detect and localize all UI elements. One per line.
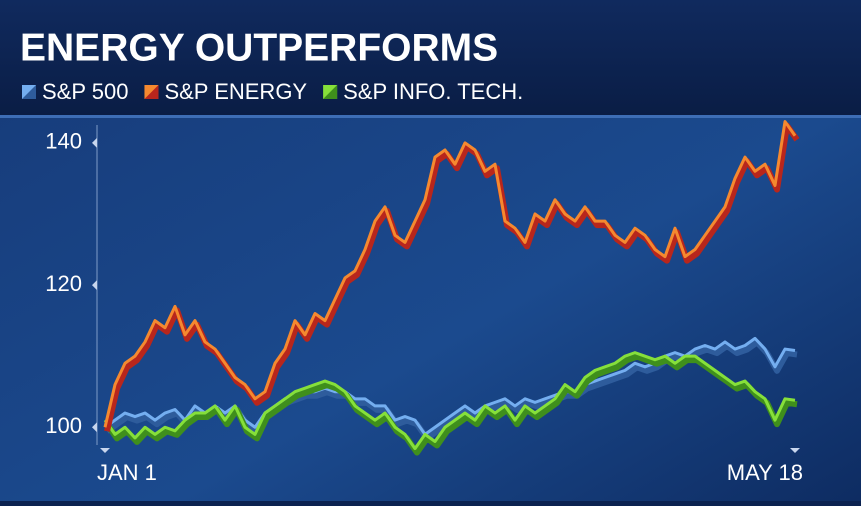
x-tick (790, 448, 800, 453)
header-rule (0, 115, 861, 118)
chart-title: ENERGY OUTPERFORMS (20, 26, 498, 69)
legend-label: S&P ENERGY (164, 79, 307, 104)
x-tick-label: JAN 1 (97, 460, 157, 485)
x-tick (100, 448, 110, 453)
legend-swatch-shade (144, 85, 159, 99)
legend-label: S&P 500 (42, 79, 128, 104)
header (0, 0, 861, 115)
x-tick-label: MAY 18 (727, 460, 803, 485)
y-tick-label: 120 (45, 271, 82, 296)
y-tick (92, 422, 97, 433)
y-tick (92, 137, 97, 148)
y-tick-label: 100 (45, 413, 82, 438)
line (103, 351, 796, 451)
legend: S&P 500 S&P ENERGY S&P INFO. TECH. (22, 79, 523, 104)
y-tick-label: 140 (45, 129, 82, 154)
legend-swatch-shade (323, 85, 338, 99)
legend-swatch-shade (22, 85, 36, 99)
legend-label: S&P INFO. TECH. (343, 79, 523, 104)
y-tick (92, 280, 97, 291)
line (103, 120, 797, 428)
